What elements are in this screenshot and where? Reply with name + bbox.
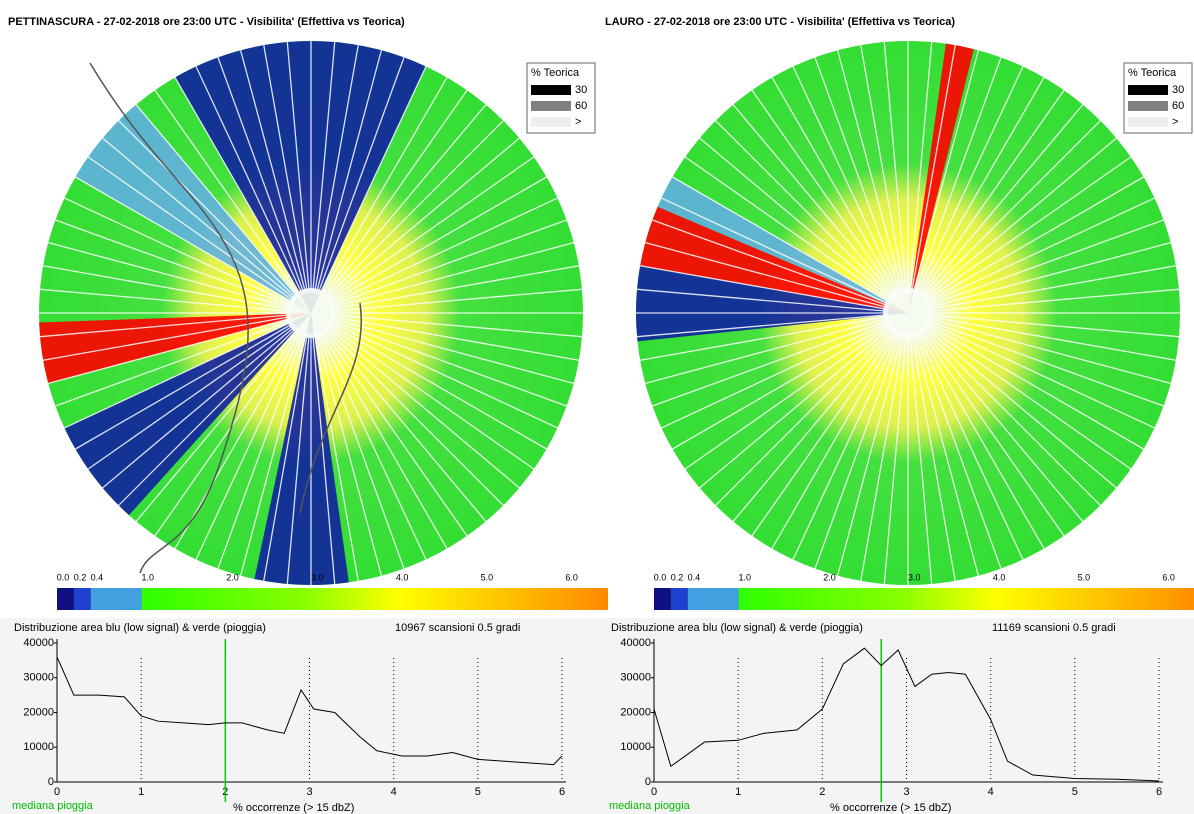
legend-label: 30 — [1172, 84, 1184, 96]
median-label: mediana pioggia — [12, 800, 94, 812]
legend-swatch — [1128, 85, 1168, 95]
colorbar-tick-label: 6.0 — [1162, 572, 1175, 582]
x-tick-label: 3 — [306, 786, 312, 798]
colorbar-tick-label: 0.4 — [91, 572, 104, 582]
median-label: mediana pioggia — [609, 800, 691, 812]
colorbar-segment — [74, 588, 91, 610]
x-tick-label: 5 — [1072, 786, 1078, 798]
colorbar-tick-label: 0.2 — [671, 572, 684, 582]
page: PETTINASCURA - 27-02-2018 ore 23:00 UTC … — [0, 0, 1194, 814]
y-tick-label: 30000 — [23, 672, 54, 684]
y-tick-label: 40000 — [23, 637, 54, 649]
colorbar-tick-label: 4.0 — [993, 572, 1006, 582]
x-tick-label: 5 — [475, 786, 481, 798]
chart-background — [0, 618, 1194, 814]
x-axis-label: % occorrenze (> 15 dbZ) — [233, 802, 354, 814]
chart-annotation: 11169 scansioni 0.5 gradi — [992, 622, 1116, 634]
legend-swatch — [1128, 117, 1168, 127]
legend-swatch — [531, 117, 571, 127]
x-tick-label: 1 — [735, 786, 741, 798]
colorbar-tick-label: 5.0 — [481, 572, 494, 582]
colorbar-tick-label: 1.0 — [739, 572, 752, 582]
colorbar-tick-label: 0.0 — [57, 572, 70, 582]
x-tick-label: 1 — [138, 786, 144, 798]
x-tick-label: 3 — [903, 786, 909, 798]
x-tick-label: 0 — [651, 786, 657, 798]
colorbar-segment — [91, 588, 142, 610]
colorbar-tick-label: 6.0 — [565, 572, 578, 582]
radar-image — [39, 41, 583, 585]
x-tick-label: 6 — [559, 786, 565, 798]
chart-subtitle: Distribuzione area blu (low signal) & ve… — [611, 622, 863, 634]
panel-title: PETTINASCURA - 27-02-2018 ore 23:00 UTC … — [8, 16, 405, 28]
legend-label: 60 — [1172, 100, 1184, 112]
legend-title: % Teorica — [531, 67, 580, 79]
y-tick-label: 30000 — [620, 672, 651, 684]
figure: PETTINASCURA - 27-02-2018 ore 23:00 UTC … — [0, 0, 1194, 814]
y-tick-label: 10000 — [620, 741, 651, 753]
radar-image — [636, 41, 1194, 585]
x-tick-label: 4 — [391, 786, 397, 798]
x-axis-label: % occorrenze (> 15 dbZ) — [830, 802, 951, 814]
legend-label: > — [1172, 116, 1178, 128]
colorbar-tick-label: 1.0 — [142, 572, 155, 582]
legend-title: % Teorica — [1128, 67, 1177, 79]
legend-swatch — [1128, 101, 1168, 111]
colorbar-tick-label: 0.0 — [654, 572, 667, 582]
colorbar-tick-label: 2.0 — [823, 572, 836, 582]
legend-swatch — [531, 101, 571, 111]
colorbar-tick-label: 0.4 — [688, 572, 701, 582]
panel-title: LAURO - 27-02-2018 ore 23:00 UTC - Visib… — [605, 16, 955, 28]
legend-swatch — [531, 85, 571, 95]
legend-label: > — [575, 116, 581, 128]
colorbar-tick-label: 3.0 — [311, 572, 324, 582]
y-tick-label: 20000 — [620, 706, 651, 718]
y-tick-label: 10000 — [23, 741, 54, 753]
legend-label: 30 — [575, 84, 587, 96]
x-tick-label: 2 — [819, 786, 825, 798]
colorbar-tick-label: 3.0 — [908, 572, 921, 582]
legend-label: 60 — [575, 100, 587, 112]
x-tick-label: 0 — [54, 786, 60, 798]
colorbar-segment — [654, 588, 671, 610]
colorbar-tick-label: 5.0 — [1078, 572, 1091, 582]
colorbar-segment — [57, 588, 74, 610]
colorbar-segment — [671, 588, 688, 610]
colorbar-tick-label: 0.2 — [74, 572, 87, 582]
chart-subtitle: Distribuzione area blu (low signal) & ve… — [14, 622, 266, 634]
y-tick-label: 40000 — [620, 637, 651, 649]
chart-annotation: 10967 scansioni 0.5 gradi — [395, 622, 520, 634]
colorbar-segment — [688, 588, 739, 610]
x-tick-label: 6 — [1156, 786, 1162, 798]
colorbar-tick-label: 2.0 — [226, 572, 239, 582]
y-tick-label: 20000 — [23, 706, 54, 718]
x-tick-label: 4 — [988, 786, 994, 798]
colorbar-tick-label: 4.0 — [396, 572, 409, 582]
